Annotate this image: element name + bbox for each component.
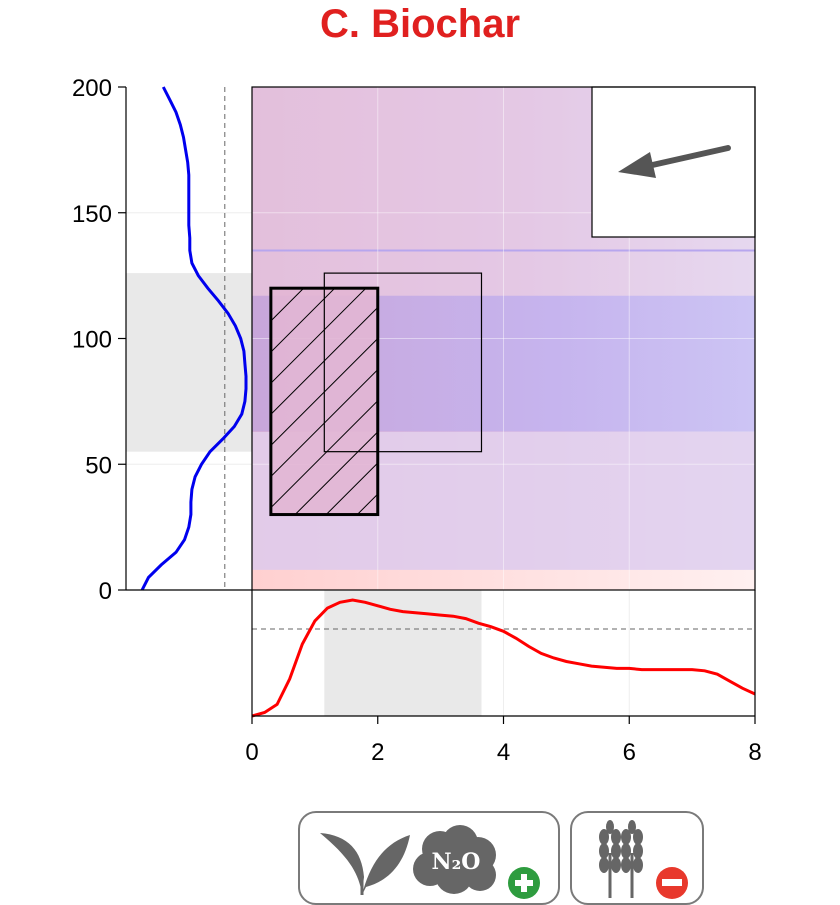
x-tick-label: 6	[623, 739, 636, 766]
y-density-curve	[140, 86, 248, 591]
x-tick-label: 2	[371, 739, 384, 766]
arrow-left-icon	[618, 145, 731, 178]
red-band	[252, 569, 755, 590]
wheat-icon	[599, 820, 643, 898]
chart-title: C. Biochar	[319, 2, 521, 46]
x-density-curve	[251, 598, 756, 718]
x-axis-ticks: 0 2 4 6 8	[245, 716, 762, 766]
x-interval-band	[324, 590, 482, 716]
cloud-icon	[413, 825, 496, 894]
x-tick-label: 4	[497, 739, 510, 766]
y-tick-label: 0	[99, 578, 112, 605]
minus-circle-icon	[656, 867, 688, 899]
interval-outline-rectangle	[323, 272, 483, 453]
y-tick-label: 100	[72, 327, 112, 354]
cloud-label: N₂O	[432, 849, 481, 875]
plus-circle-icon	[508, 867, 540, 899]
y-tick-label: 200	[72, 75, 112, 102]
leaves-icon	[320, 833, 410, 895]
impact-badge-right	[570, 811, 704, 905]
main-plot-frame	[251, 86, 756, 591]
x-tick-label: 8	[748, 739, 761, 766]
y-tick-label: 50	[85, 452, 112, 479]
y-axis-ticks: 0 50 100 150 200	[72, 75, 126, 605]
y-interval-band	[126, 273, 252, 452]
y-tick-label: 150	[72, 201, 112, 228]
impact-badge-left: N₂O	[298, 811, 560, 905]
x-tick-label: 0	[245, 739, 258, 766]
